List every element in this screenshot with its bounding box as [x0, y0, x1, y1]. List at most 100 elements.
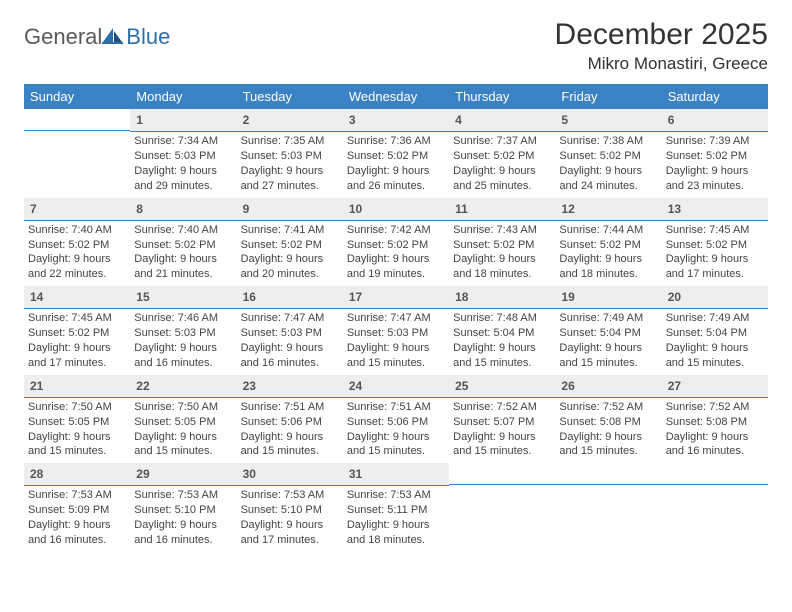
day-details: Sunrise: 7:39 AMSunset: 5:02 PMDaylight:… — [662, 134, 768, 197]
month-title: December 2025 — [555, 18, 768, 52]
calendar-cell: 30Sunrise: 7:53 AMSunset: 5:10 PMDayligh… — [237, 463, 343, 552]
sunset-line: Sunset: 5:03 PM — [134, 326, 232, 341]
day-details: Sunrise: 7:38 AMSunset: 5:02 PMDaylight:… — [555, 134, 661, 197]
day-details: Sunrise: 7:40 AMSunset: 5:02 PMDaylight:… — [130, 223, 236, 286]
calendar-cell: 22Sunrise: 7:50 AMSunset: 5:05 PMDayligh… — [130, 375, 236, 464]
calendar-cell: 28Sunrise: 7:53 AMSunset: 5:09 PMDayligh… — [24, 463, 130, 552]
empty-day — [662, 463, 768, 485]
day-number: 16 — [237, 286, 343, 309]
daylight-line: Daylight: 9 hours and 15 minutes. — [453, 430, 551, 460]
sunrise-line: Sunrise: 7:47 AM — [241, 311, 339, 326]
calendar-table: SundayMondayTuesdayWednesdayThursdayFrid… — [24, 84, 768, 552]
day-details: Sunrise: 7:35 AMSunset: 5:03 PMDaylight:… — [237, 134, 343, 197]
sunrise-line: Sunrise: 7:43 AM — [453, 223, 551, 238]
sunset-line: Sunset: 5:04 PM — [559, 326, 657, 341]
day-number: 18 — [449, 286, 555, 309]
calendar-row: 1Sunrise: 7:34 AMSunset: 5:03 PMDaylight… — [24, 109, 768, 198]
sunset-line: Sunset: 5:03 PM — [134, 149, 232, 164]
day-number: 30 — [237, 463, 343, 486]
brand-part1: General — [24, 24, 102, 50]
weekday-header: Wednesday — [343, 84, 449, 109]
daylight-line: Daylight: 9 hours and 26 minutes. — [347, 164, 445, 194]
day-number: 11 — [449, 198, 555, 221]
day-number: 2 — [237, 109, 343, 132]
day-number: 6 — [662, 109, 768, 132]
day-details: Sunrise: 7:53 AMSunset: 5:10 PMDaylight:… — [130, 488, 236, 551]
calendar-cell: 27Sunrise: 7:52 AMSunset: 5:08 PMDayligh… — [662, 375, 768, 464]
day-number: 3 — [343, 109, 449, 132]
calendar-cell: 1Sunrise: 7:34 AMSunset: 5:03 PMDaylight… — [130, 109, 236, 198]
sunset-line: Sunset: 5:02 PM — [347, 238, 445, 253]
sunrise-line: Sunrise: 7:40 AM — [28, 223, 126, 238]
day-number: 5 — [555, 109, 661, 132]
daylight-line: Daylight: 9 hours and 15 minutes. — [453, 341, 551, 371]
sunrise-line: Sunrise: 7:52 AM — [559, 400, 657, 415]
sunrise-line: Sunrise: 7:34 AM — [134, 134, 232, 149]
day-details: Sunrise: 7:52 AMSunset: 5:08 PMDaylight:… — [555, 400, 661, 463]
day-number: 15 — [130, 286, 236, 309]
sunrise-line: Sunrise: 7:53 AM — [241, 488, 339, 503]
daylight-line: Daylight: 9 hours and 29 minutes. — [134, 164, 232, 194]
day-number: 26 — [555, 375, 661, 398]
brand-logo: General Blue — [24, 18, 170, 50]
sunset-line: Sunset: 5:06 PM — [347, 415, 445, 430]
day-details: Sunrise: 7:44 AMSunset: 5:02 PMDaylight:… — [555, 223, 661, 286]
sunset-line: Sunset: 5:02 PM — [28, 238, 126, 253]
calendar-cell: 11Sunrise: 7:43 AMSunset: 5:02 PMDayligh… — [449, 198, 555, 287]
day-details: Sunrise: 7:45 AMSunset: 5:02 PMDaylight:… — [662, 223, 768, 286]
calendar-cell: 13Sunrise: 7:45 AMSunset: 5:02 PMDayligh… — [662, 198, 768, 287]
sunset-line: Sunset: 5:08 PM — [666, 415, 764, 430]
calendar-cell — [662, 463, 768, 552]
sunset-line: Sunset: 5:02 PM — [134, 238, 232, 253]
calendar-cell: 17Sunrise: 7:47 AMSunset: 5:03 PMDayligh… — [343, 286, 449, 375]
day-number: 9 — [237, 198, 343, 221]
day-details: Sunrise: 7:45 AMSunset: 5:02 PMDaylight:… — [24, 311, 130, 374]
calendar-cell: 23Sunrise: 7:51 AMSunset: 5:06 PMDayligh… — [237, 375, 343, 464]
sail-icon — [102, 27, 124, 50]
sunrise-line: Sunrise: 7:51 AM — [241, 400, 339, 415]
calendar-cell: 3Sunrise: 7:36 AMSunset: 5:02 PMDaylight… — [343, 109, 449, 198]
daylight-line: Daylight: 9 hours and 17 minutes. — [241, 518, 339, 548]
sunrise-line: Sunrise: 7:47 AM — [347, 311, 445, 326]
day-number: 4 — [449, 109, 555, 132]
daylight-line: Daylight: 9 hours and 17 minutes. — [666, 252, 764, 282]
day-details: Sunrise: 7:50 AMSunset: 5:05 PMDaylight:… — [130, 400, 236, 463]
calendar-cell: 18Sunrise: 7:48 AMSunset: 5:04 PMDayligh… — [449, 286, 555, 375]
calendar-cell: 2Sunrise: 7:35 AMSunset: 5:03 PMDaylight… — [237, 109, 343, 198]
daylight-line: Daylight: 9 hours and 15 minutes. — [347, 430, 445, 460]
day-details: Sunrise: 7:43 AMSunset: 5:02 PMDaylight:… — [449, 223, 555, 286]
day-number: 21 — [24, 375, 130, 398]
sunset-line: Sunset: 5:02 PM — [28, 326, 126, 341]
calendar-cell: 31Sunrise: 7:53 AMSunset: 5:11 PMDayligh… — [343, 463, 449, 552]
page-header: General Blue December 2025 Mikro Monasti… — [24, 18, 768, 74]
day-details: Sunrise: 7:46 AMSunset: 5:03 PMDaylight:… — [130, 311, 236, 374]
sunrise-line: Sunrise: 7:50 AM — [28, 400, 126, 415]
calendar-cell: 7Sunrise: 7:40 AMSunset: 5:02 PMDaylight… — [24, 198, 130, 287]
day-number: 12 — [555, 198, 661, 221]
sunrise-line: Sunrise: 7:48 AM — [453, 311, 551, 326]
day-details: Sunrise: 7:49 AMSunset: 5:04 PMDaylight:… — [662, 311, 768, 374]
calendar-cell — [555, 463, 661, 552]
daylight-line: Daylight: 9 hours and 16 minutes. — [666, 430, 764, 460]
daylight-line: Daylight: 9 hours and 19 minutes. — [347, 252, 445, 282]
calendar-row: 14Sunrise: 7:45 AMSunset: 5:02 PMDayligh… — [24, 286, 768, 375]
daylight-line: Daylight: 9 hours and 16 minutes. — [134, 341, 232, 371]
daylight-line: Daylight: 9 hours and 18 minutes. — [347, 518, 445, 548]
sunset-line: Sunset: 5:08 PM — [559, 415, 657, 430]
daylight-line: Daylight: 9 hours and 16 minutes. — [241, 341, 339, 371]
day-number: 13 — [662, 198, 768, 221]
calendar-cell: 26Sunrise: 7:52 AMSunset: 5:08 PMDayligh… — [555, 375, 661, 464]
calendar-cell — [24, 109, 130, 198]
title-block: December 2025 Mikro Monastiri, Greece — [555, 18, 768, 74]
sunrise-line: Sunrise: 7:38 AM — [559, 134, 657, 149]
daylight-line: Daylight: 9 hours and 16 minutes. — [134, 518, 232, 548]
daylight-line: Daylight: 9 hours and 15 minutes. — [241, 430, 339, 460]
calendar-cell: 14Sunrise: 7:45 AMSunset: 5:02 PMDayligh… — [24, 286, 130, 375]
weekday-header: Friday — [555, 84, 661, 109]
sunset-line: Sunset: 5:02 PM — [559, 149, 657, 164]
calendar-cell: 20Sunrise: 7:49 AMSunset: 5:04 PMDayligh… — [662, 286, 768, 375]
day-details: Sunrise: 7:52 AMSunset: 5:08 PMDaylight:… — [662, 400, 768, 463]
day-number: 24 — [343, 375, 449, 398]
day-number: 23 — [237, 375, 343, 398]
calendar-cell: 5Sunrise: 7:38 AMSunset: 5:02 PMDaylight… — [555, 109, 661, 198]
